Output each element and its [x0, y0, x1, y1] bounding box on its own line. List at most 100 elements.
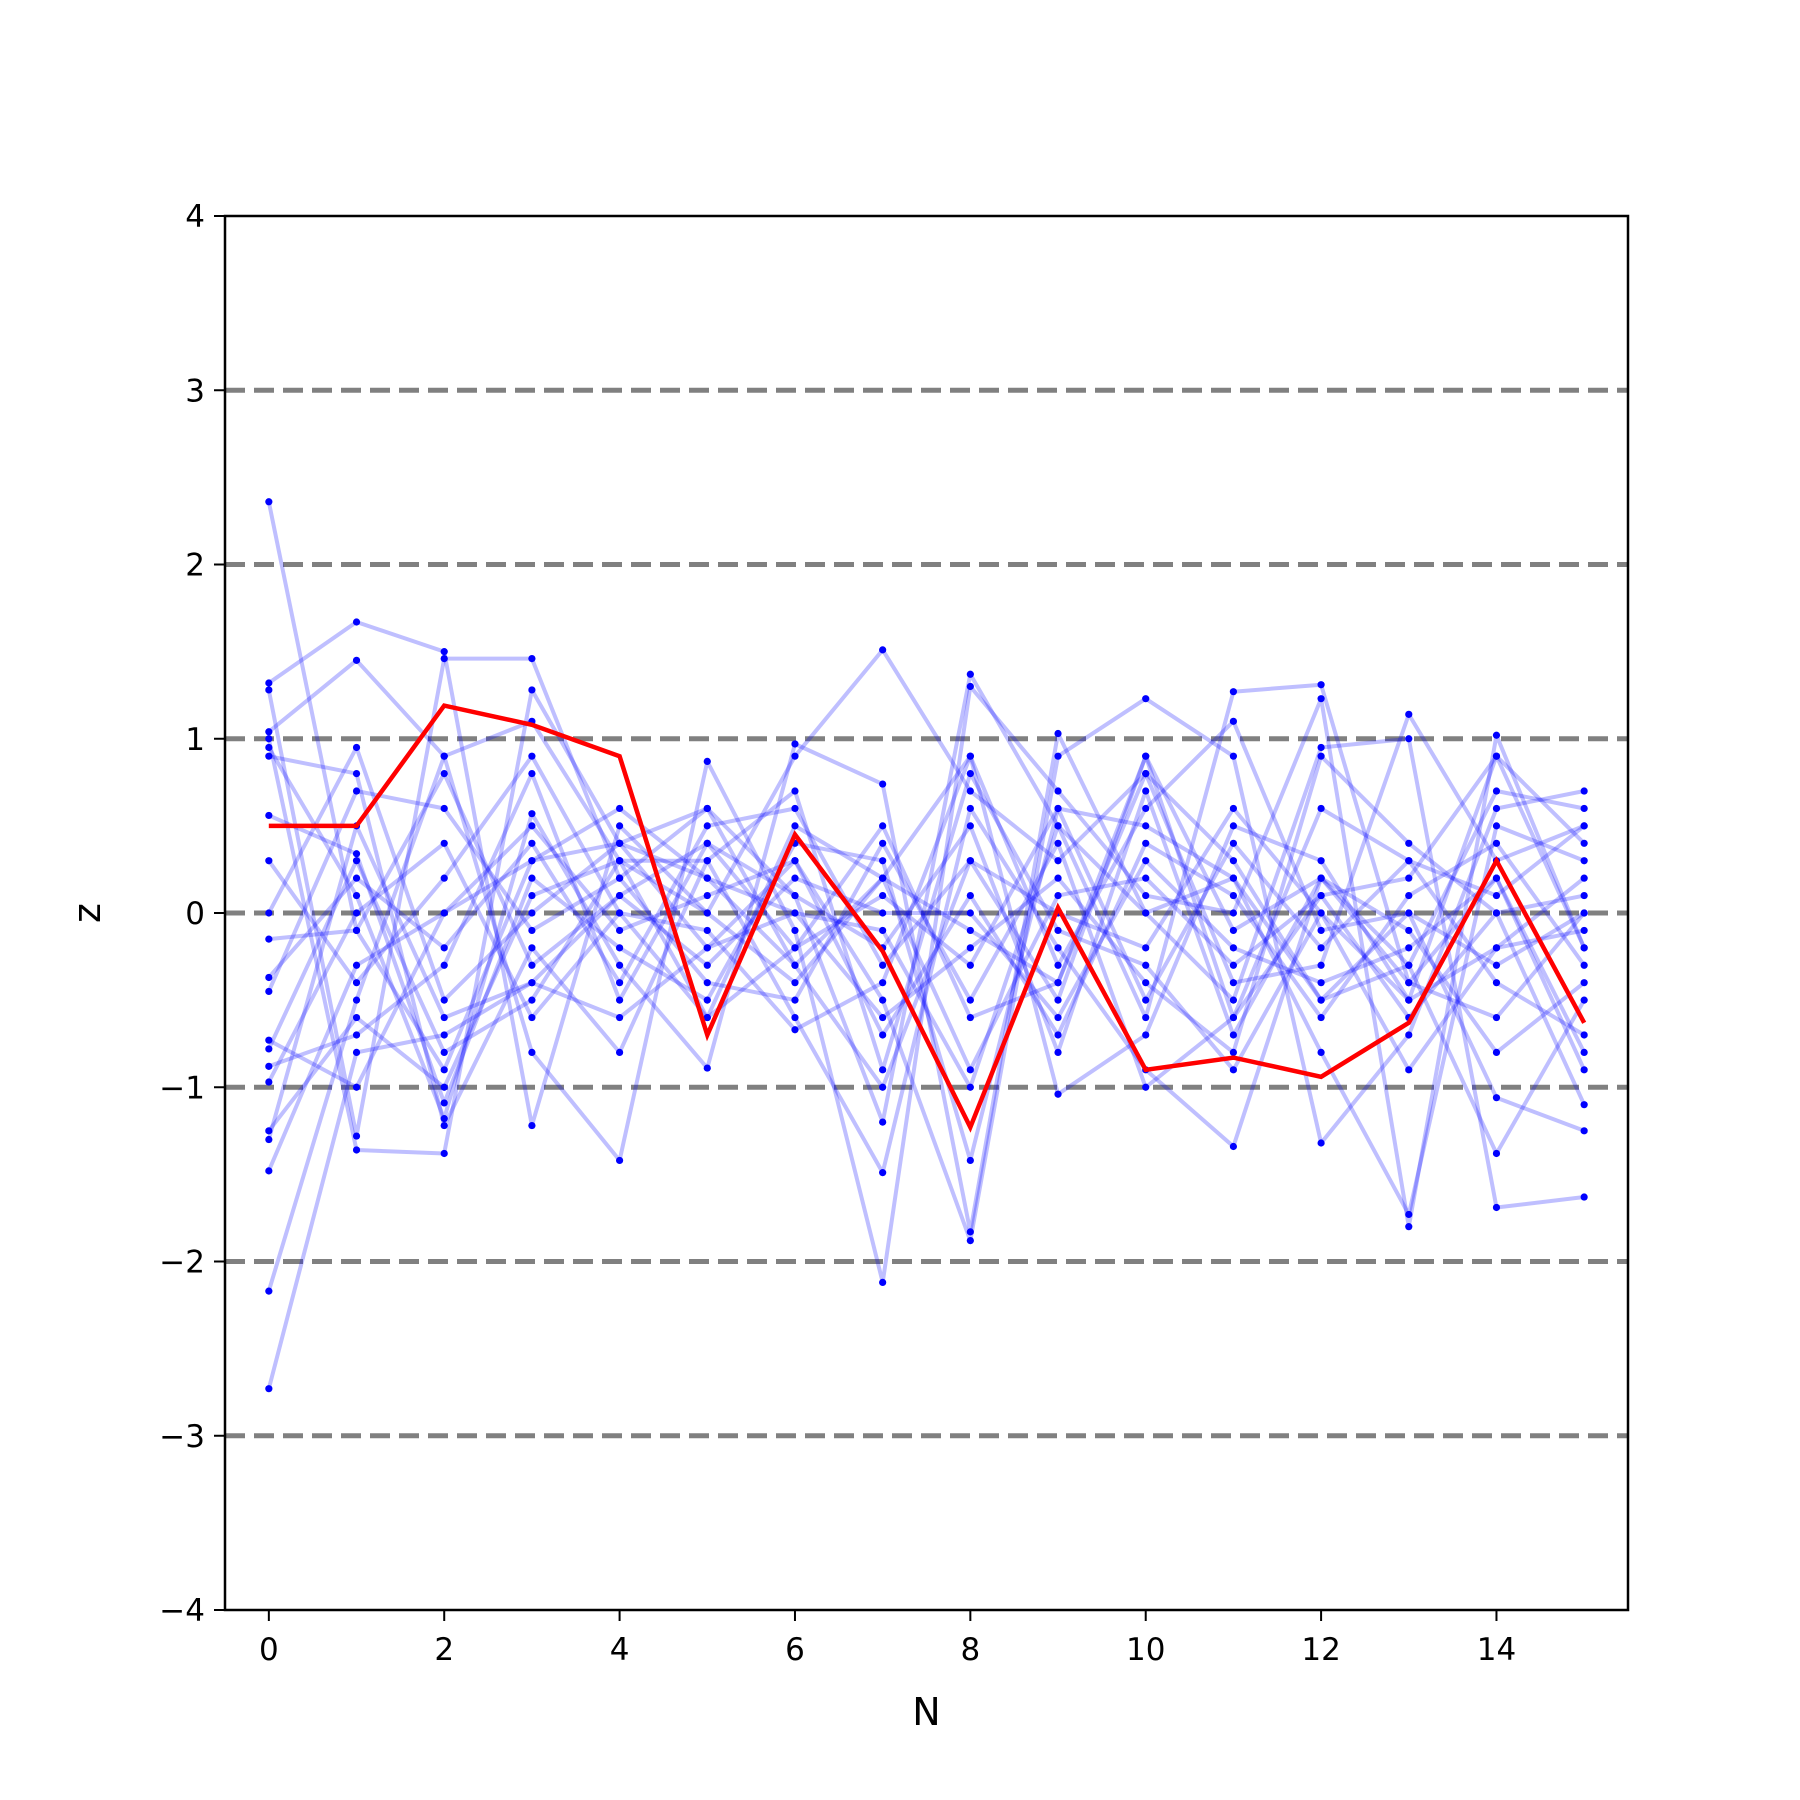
trajectory-point [265, 857, 273, 865]
trajectory-point [352, 1013, 361, 1022]
trajectory-point [352, 618, 361, 626]
trajectory-point [440, 1066, 448, 1074]
trajectory-point [1142, 944, 1150, 952]
trajectory-point [791, 944, 799, 952]
trajectory-point [966, 926, 974, 935]
trajectory-point [1229, 961, 1238, 969]
trajectory-point [791, 740, 799, 748]
trajectory-point [615, 1013, 624, 1022]
trajectory-point [1580, 891, 1588, 900]
trajectory-point [1054, 729, 1062, 738]
trajectory-point [1492, 731, 1501, 739]
trajectory-point [1317, 1048, 1325, 1056]
trajectory-point [1054, 1031, 1062, 1039]
trajectory-point [1492, 787, 1501, 795]
trajectory-point [615, 944, 624, 952]
trajectory-point [703, 874, 711, 882]
trajectory-line [267, 806, 1586, 1083]
trajectory-point [1580, 1127, 1588, 1135]
trajectory-point [879, 1013, 887, 1022]
trajectory-point [1054, 874, 1062, 882]
trajectory-point [791, 1013, 799, 1022]
trajectory-point [879, 822, 887, 830]
x-axis-label: N [912, 1690, 940, 1734]
trajectory-point [1142, 752, 1150, 760]
trajectory-point [1492, 822, 1501, 830]
trajectory-point [879, 1066, 887, 1074]
trajectory-point [966, 682, 974, 691]
trajectory-point [1317, 996, 1325, 1004]
trajectory-point [1492, 979, 1501, 987]
trajectory-point [440, 752, 448, 760]
trajectory-line [267, 806, 1585, 1217]
trajectory-point [1580, 1066, 1588, 1074]
trajectory-point [440, 1031, 448, 1039]
trajectory-point [966, 822, 974, 830]
trajectory-point [352, 979, 361, 987]
trajectory-point [1580, 874, 1588, 882]
trajectory-point [703, 944, 711, 952]
trajectory-point [352, 1083, 361, 1091]
trajectory-point [1054, 891, 1062, 900]
trajectory-point [966, 804, 974, 813]
trajectory-point [966, 1083, 974, 1091]
trajectory-point [791, 909, 799, 917]
trajectory-point [1317, 926, 1325, 935]
trajectory-line [267, 754, 1587, 1133]
trajectory-point [440, 909, 448, 917]
trajectory-point [528, 822, 536, 830]
y-tick-label: 4 [185, 199, 205, 235]
trajectory-point [352, 961, 361, 969]
trajectory-point [1054, 752, 1062, 760]
trajectory-point [528, 874, 536, 882]
trajectory-point [1580, 822, 1588, 830]
trajectory-point [1142, 770, 1150, 778]
trajectory-point [352, 996, 361, 1004]
trajectory-point [879, 909, 887, 917]
trajectory-point [1580, 926, 1588, 935]
trajectory-point [1054, 996, 1062, 1004]
trajectory-point [528, 891, 536, 900]
trajectory-point [1054, 961, 1062, 969]
trajectory-point [352, 1146, 361, 1154]
trajectory-point [352, 770, 361, 778]
trajectory-point [1492, 961, 1501, 969]
trajectory-point [966, 909, 974, 917]
trajectory-point [1405, 1210, 1413, 1219]
trajectory-point [1142, 839, 1150, 847]
trajectory-point [879, 1118, 887, 1126]
trajectory-point [352, 874, 361, 882]
x-tick-label: 6 [785, 1632, 805, 1668]
trajectory-point [791, 874, 799, 882]
trajectory-point [1142, 857, 1150, 865]
trajectory-line [267, 719, 1585, 1133]
x-tick-label: 10 [1126, 1632, 1165, 1668]
trajectory-point [265, 686, 273, 694]
trajectory-point [1317, 695, 1325, 703]
trajectory-point [703, 996, 711, 1004]
trajectory-point [528, 810, 536, 818]
trajectory-point [1492, 909, 1501, 917]
trajectory-point [703, 979, 711, 987]
trajectory-point [528, 961, 536, 969]
trajectory-point [528, 944, 536, 952]
trajectory-point [352, 926, 361, 935]
trajectory-point [352, 891, 361, 900]
trajectory-point [1054, 1090, 1062, 1098]
trajectory-point [265, 1127, 273, 1135]
trajectory-point [966, 670, 974, 678]
trajectory-point [879, 646, 887, 654]
plot-area [225, 387, 1628, 1439]
trajectory-point [1405, 979, 1413, 987]
trajectory-point [615, 839, 624, 847]
trajectory-point [1054, 822, 1062, 830]
trajectory-point [1229, 874, 1238, 882]
trajectory-point [1317, 944, 1325, 952]
trajectory-point [1405, 926, 1413, 935]
x-tick-label: 8 [960, 1632, 980, 1668]
trajectory-point [440, 654, 448, 663]
trajectory-point [1580, 787, 1588, 795]
trajectory-point [879, 979, 887, 987]
trajectory-point [1492, 839, 1501, 847]
